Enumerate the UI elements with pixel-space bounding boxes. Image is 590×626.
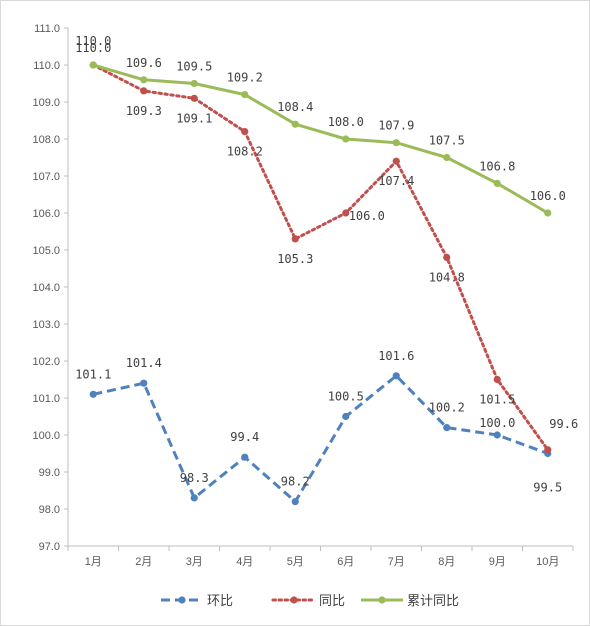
series-point-3 bbox=[89, 61, 97, 69]
y-tick-label: 110.0 bbox=[33, 60, 60, 72]
data-label: 106.0 bbox=[530, 189, 566, 203]
data-label: 108.0 bbox=[328, 115, 364, 129]
series-line-3 bbox=[92, 63, 549, 215]
x-tick-label: 7月 bbox=[388, 556, 405, 568]
data-label: 109.6 bbox=[126, 56, 162, 70]
data-label: 109.1 bbox=[176, 111, 212, 125]
data-label: 110.0 bbox=[75, 41, 111, 55]
data-label: 100.5 bbox=[328, 390, 364, 404]
data-label: 99.5 bbox=[533, 481, 562, 495]
y-tick-label: 102.0 bbox=[32, 356, 60, 368]
data-label: 101.1 bbox=[75, 367, 111, 381]
y-tick-label: 104.0 bbox=[32, 282, 60, 294]
legend-marker-2 bbox=[290, 596, 298, 604]
x-tick-label: 8月 bbox=[438, 556, 455, 568]
data-label: 104.8 bbox=[429, 270, 465, 284]
series-point-2 bbox=[140, 87, 148, 95]
series-line-2 bbox=[91, 63, 550, 452]
data-label: 98.3 bbox=[180, 471, 209, 485]
data-label: 108.4 bbox=[277, 100, 313, 114]
data-label: 99.4 bbox=[230, 430, 259, 444]
data-label: 109.3 bbox=[126, 104, 162, 118]
series-point-3 bbox=[291, 120, 299, 128]
series-point-2 bbox=[392, 157, 400, 165]
legend-label: 累计同比 bbox=[407, 593, 459, 608]
data-label: 106.0 bbox=[349, 209, 385, 223]
series-point-3 bbox=[544, 209, 552, 217]
data-label: 108.2 bbox=[227, 145, 263, 159]
series-point-1 bbox=[241, 453, 249, 461]
data-label: 105.3 bbox=[277, 252, 313, 266]
y-tick-label: 105.0 bbox=[32, 245, 60, 257]
x-tick-label: 3月 bbox=[186, 556, 203, 568]
y-tick-label: 100.0 bbox=[32, 430, 60, 442]
data-label: 101.5 bbox=[479, 393, 515, 407]
series-point-3 bbox=[493, 179, 501, 187]
data-label: 109.5 bbox=[176, 60, 212, 74]
series-point-3 bbox=[140, 76, 148, 84]
y-tick-label: 108.0 bbox=[32, 134, 60, 146]
series-point-3 bbox=[241, 91, 249, 99]
y-tick-label: 111.0 bbox=[34, 23, 60, 35]
y-tick-label: 99.0 bbox=[39, 467, 60, 479]
data-label: 100.0 bbox=[479, 416, 515, 430]
data-label: 106.8 bbox=[479, 159, 515, 173]
series-point-2 bbox=[443, 253, 451, 261]
series-point-1 bbox=[291, 498, 299, 506]
series-point-2 bbox=[493, 375, 501, 384]
y-tick-label: 107.0 bbox=[32, 171, 60, 183]
data-label: 107.4 bbox=[378, 174, 414, 188]
x-tick-label: 6月 bbox=[337, 556, 354, 568]
series-point-2 bbox=[544, 446, 552, 454]
series-point-2 bbox=[291, 235, 299, 243]
data-label: 107.5 bbox=[429, 134, 465, 148]
data-label: 101.4 bbox=[126, 356, 162, 370]
series-point-1 bbox=[493, 431, 501, 439]
y-tick-label: 103.0 bbox=[32, 319, 60, 331]
data-label: 100.2 bbox=[429, 401, 465, 415]
series-point-2 bbox=[241, 128, 249, 136]
series-point-3 bbox=[342, 135, 350, 143]
series-point-1 bbox=[140, 379, 148, 387]
series-line-1 bbox=[92, 374, 549, 504]
series-point-1 bbox=[190, 494, 198, 502]
series-point-2 bbox=[342, 209, 350, 217]
y-tick-label: 106.0 bbox=[32, 208, 60, 220]
y-tick-label: 97.0 bbox=[39, 541, 60, 553]
x-tick-label: 9月 bbox=[489, 556, 506, 568]
data-label: 101.6 bbox=[378, 349, 414, 363]
series-point-3 bbox=[190, 79, 198, 88]
y-tick-label: 109.0 bbox=[32, 97, 60, 109]
x-tick-label: 2月 bbox=[135, 556, 152, 568]
series-point-1 bbox=[89, 390, 97, 398]
series-point-3 bbox=[392, 139, 400, 147]
x-tick-label: 10月 bbox=[536, 556, 559, 568]
legend-label: 环比 bbox=[207, 593, 233, 608]
legend-marker-1 bbox=[178, 596, 186, 604]
data-label: 98.2 bbox=[281, 475, 310, 489]
y-tick-label: 98.0 bbox=[39, 504, 60, 516]
legend-label: 同比 bbox=[319, 593, 345, 608]
series-point-1 bbox=[392, 372, 400, 380]
series-point-3 bbox=[443, 153, 451, 162]
data-label: 99.6 bbox=[549, 417, 578, 431]
x-tick-label: 1月 bbox=[85, 556, 102, 568]
data-label: 110.0 bbox=[75, 34, 111, 48]
series-point-1 bbox=[443, 424, 451, 432]
series-point-1 bbox=[342, 412, 350, 421]
x-tick-label: 4月 bbox=[236, 556, 253, 568]
series-point-2 bbox=[190, 94, 198, 102]
data-label: 109.2 bbox=[227, 71, 263, 85]
x-tick-label: 5月 bbox=[287, 556, 304, 568]
y-tick-label: 101.0 bbox=[32, 393, 60, 405]
legend-marker-3 bbox=[378, 596, 386, 604]
data-label: 107.9 bbox=[378, 119, 414, 133]
